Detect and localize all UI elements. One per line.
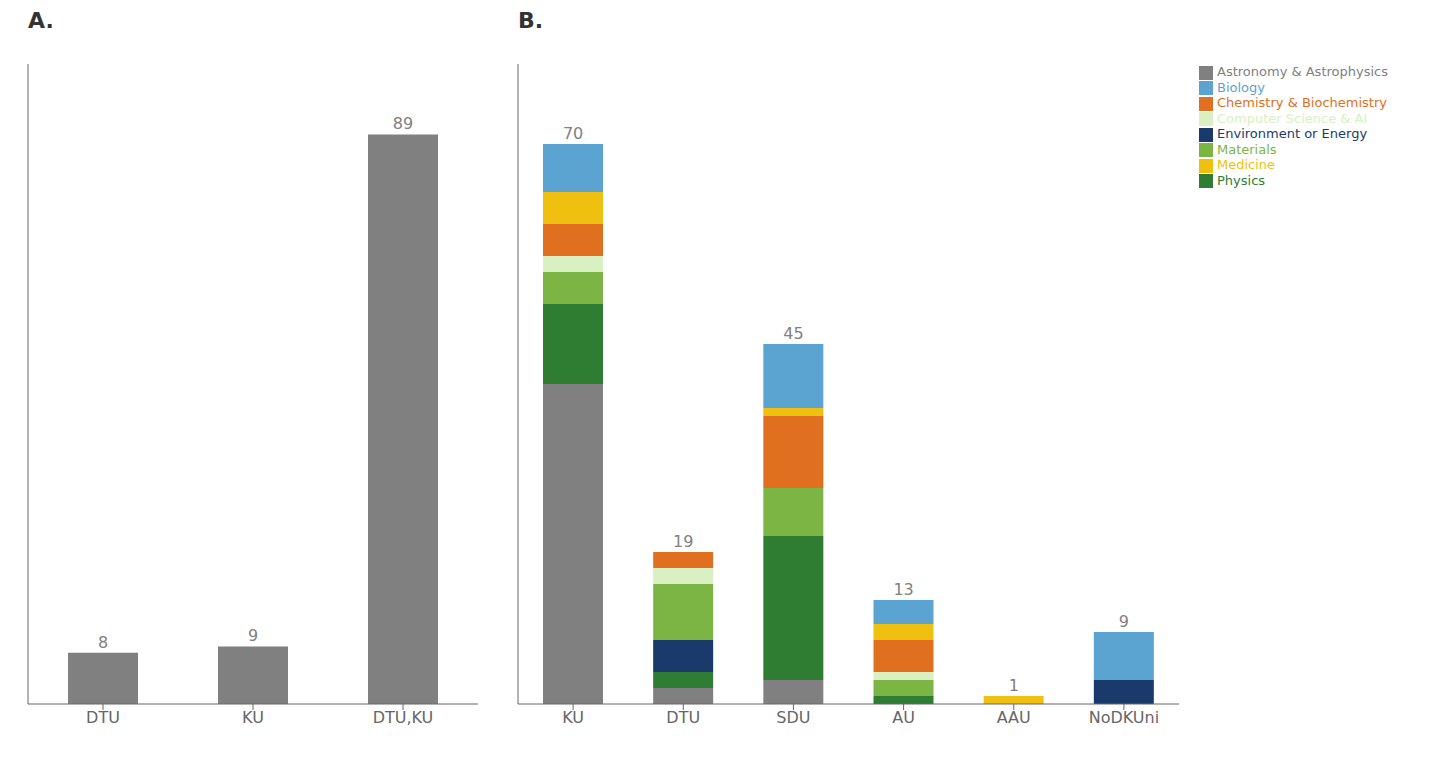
svg-text:8: 8 — [98, 633, 108, 652]
svg-text:70: 70 — [563, 124, 583, 143]
svg-text:9: 9 — [248, 626, 258, 645]
html-text:Astronomy & Astrophysics: Astronomy & Astrophysics — [1217, 64, 1388, 79]
svg-text:89: 89 — [393, 114, 413, 133]
svg-text:45: 45 — [783, 324, 803, 343]
svg-text:DTU,KU: DTU,KU — [373, 708, 434, 727]
svg-text:KU: KU — [242, 708, 264, 727]
html-text:Environment or Energy: Environment or Energy — [1217, 126, 1368, 141]
svg-text:13: 13 — [893, 580, 913, 599]
html-text:B.: B. — [518, 8, 544, 33]
svg-text:DTU: DTU — [666, 708, 700, 727]
svg-text:AAU: AAU — [997, 708, 1031, 727]
html-text:A.: A. — [28, 8, 54, 33]
html-text:Biology: Biology — [1217, 79, 1265, 95]
svg-text:NoDKUni: NoDKUni — [1089, 708, 1159, 727]
svg-text:SDU: SDU — [776, 708, 810, 727]
svg-text:AU: AU — [892, 708, 915, 727]
html-text:Physics: Physics — [1217, 172, 1266, 188]
html-text:Medicine: Medicine — [1217, 157, 1276, 172]
svg-text:DTU: DTU — [86, 708, 120, 727]
html-text:Chemistry & Biochemistry: Chemistry & Biochemistry — [1217, 95, 1387, 110]
svg-text:9: 9 — [1119, 612, 1129, 631]
svg-text:KU: KU — [562, 708, 584, 727]
svg-text:1: 1 — [1009, 676, 1019, 695]
html-text:Computer Science & AI: Computer Science & AI — [1217, 110, 1368, 126]
html-text:Materials: Materials — [1217, 141, 1277, 157]
svg-text:19: 19 — [673, 532, 693, 551]
